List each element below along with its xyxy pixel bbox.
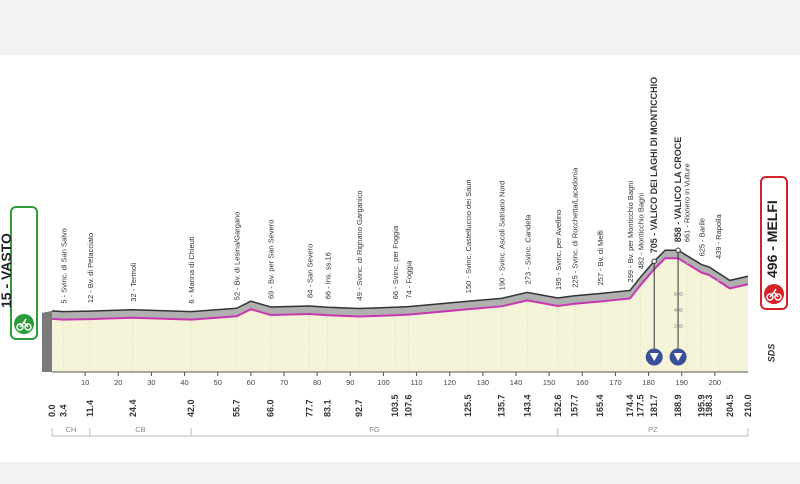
waypoint-label: 257 - Bv. di Melfi (596, 230, 605, 286)
brand-logo: SDS (766, 343, 777, 363)
waypoint-label: 661 - Rionero in Vulture (683, 163, 692, 242)
waypoint-label: 74 - Foggia (405, 260, 414, 299)
distance-label: 174.4 (625, 394, 635, 417)
distance-label: 103.5 (390, 394, 400, 417)
waypoint-label: 66 - Svinc. per Foggia (391, 225, 400, 299)
waypoint-label: 52 - Bv. di Lesina/Gargano (233, 212, 242, 301)
region-label: CH (65, 425, 76, 434)
cyclist-icon (764, 284, 784, 304)
kom-arrow-icon (673, 353, 683, 361)
x-tick-label: 170 (609, 378, 622, 387)
x-tick-label: 100 (377, 378, 390, 387)
distance-label: 135.7 (497, 394, 507, 417)
waypoint-label: 84 - San Severo (306, 244, 315, 298)
distance-label: 92.7 (354, 399, 364, 417)
x-tick-label: 160 (576, 378, 589, 387)
kom-point (651, 258, 657, 264)
scale-label: 400 (674, 308, 683, 314)
distance-label: 177.5 (635, 394, 645, 417)
start-label: 15 - VASTO (0, 233, 14, 308)
x-tick-label: 140 (510, 378, 523, 387)
x-tick-label: 60 (247, 378, 255, 387)
distance-label: 143.4 (522, 394, 532, 417)
x-tick-label: 50 (214, 378, 222, 387)
top-band (0, 0, 800, 55)
x-tick-label: 40 (180, 378, 188, 387)
waypoint-label: 625 - Barile (697, 218, 706, 256)
waypoint-label: 5 - Svinc. di San Salvo (59, 228, 68, 303)
waypoint-label: 273 - Svinc. Candela (523, 214, 532, 284)
start-label-box: 15 - VASTO (0, 206, 38, 340)
distance-label: 198.3 (704, 394, 714, 417)
distance-label: 107.6 (404, 394, 414, 417)
distance-label: 188.9 (673, 394, 683, 417)
profile-line (51, 257, 749, 321)
distance-label: 3.4 (58, 404, 68, 417)
waypoint-label: 482 - Monticchio Bagni (636, 193, 645, 270)
waypoint-label: 66 - Ins. ss.16 (323, 252, 332, 299)
x-tick-label: 90 (346, 378, 354, 387)
x-tick-label: 190 (675, 378, 688, 387)
kom-point (675, 247, 681, 253)
waypoint-label: 32 - Termoli (129, 262, 138, 301)
distance-label: 165.4 (595, 394, 605, 417)
x-tick-label: 130 (477, 378, 490, 387)
distance-label: 210.0 (743, 394, 753, 417)
distance-label: 204.5 (725, 394, 735, 417)
kom-arrow-icon (649, 353, 659, 361)
distance-label: 0.0 (47, 404, 57, 417)
distance-label: 24.4 (128, 399, 138, 417)
distance-label: 77.7 (305, 399, 315, 417)
waypoint-label: 705 - VALICO DEI LAGHI DI MONTICCHIO (649, 77, 659, 253)
distance-label: 157.7 (570, 394, 580, 417)
start-wall (42, 310, 52, 372)
distance-label: 125.5 (463, 394, 473, 417)
scale-label: 600 (674, 292, 683, 298)
region-label: PZ (648, 425, 658, 434)
distance-label: 152.6 (553, 394, 563, 417)
waypoint-label: 195 - Svinc. per Avellino (554, 210, 563, 290)
waypoint-label: 439 - Rapolla (714, 214, 723, 259)
x-tick-label: 180 (642, 378, 655, 387)
distance-label: 181.7 (649, 394, 659, 417)
waypoint-label: 12 - Bv. di Petacciato (86, 233, 95, 303)
waypoint-label: 299 - Bv. per Monticchio Bagni (626, 181, 635, 283)
waypoint-label: 858 - VALICO LA CROCE (673, 137, 683, 243)
cyclist-icon (14, 314, 34, 334)
distance-label: 42.0 (186, 399, 196, 417)
x-tick-label: 70 (280, 378, 288, 387)
terrain-outline (51, 249, 749, 313)
distance-label: 66.0 (266, 399, 276, 417)
finish-label-box: 496 - MELFI (760, 176, 788, 310)
x-tick-label: 20 (114, 378, 122, 387)
finish-label: 496 - MELFI (764, 200, 780, 278)
waypoint-label: 225 - Svinc. di Rocchetta/Lacedonia (571, 167, 580, 288)
x-tick-label: 110 (411, 378, 423, 387)
x-tick-label: 30 (147, 378, 155, 387)
terrain-band (52, 250, 748, 320)
region-label: FG (369, 425, 380, 434)
region-label: CB (135, 425, 145, 434)
distance-label: 83.1 (322, 399, 332, 417)
distance-label: 55.7 (232, 399, 242, 417)
distance-label: 11.4 (85, 400, 95, 417)
bottom-band (0, 462, 800, 484)
waypoint-label: 190 - Svinc. Ascoli Satriano Nord (498, 181, 507, 291)
x-tick-label: 200 (709, 378, 722, 387)
x-tick-label: 120 (443, 378, 456, 387)
x-tick-label: 10 (81, 378, 89, 387)
waypoint-label: 69 - Bv. per San Severo (267, 220, 276, 300)
scale-label: 200 (674, 324, 683, 330)
waypoint-label: 49 - Svinc. di Rignano Garganico (355, 190, 364, 300)
waypoint-label: 150 - Svinc. Castelluccio dei Sauri (464, 179, 473, 293)
x-tick-label: 80 (313, 378, 321, 387)
x-tick-label: 150 (543, 378, 556, 387)
waypoint-label: 6 - Marina di Chieuti (187, 236, 196, 303)
distance-label: 195.9 (696, 394, 706, 417)
